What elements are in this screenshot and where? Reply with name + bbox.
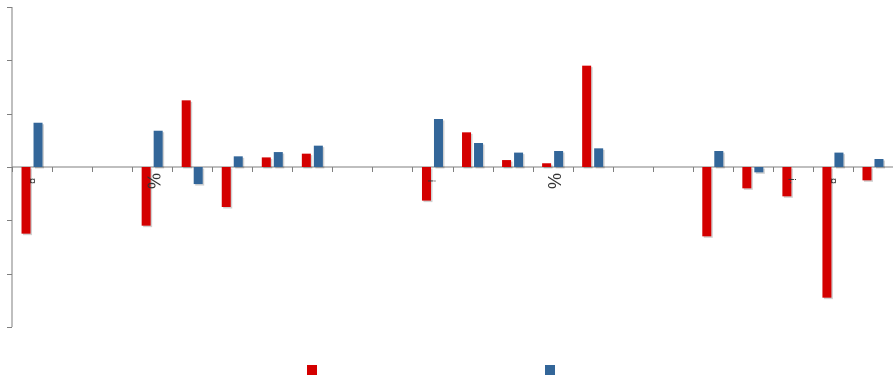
category-label-20: ¡. xyxy=(787,178,799,185)
legend-swatch-series-b xyxy=(545,365,555,375)
category-label-4: % xyxy=(143,173,163,189)
bar-series-a-7 xyxy=(261,157,271,167)
bar-series-a-4 xyxy=(141,167,151,226)
bar-series-a-18 xyxy=(702,167,712,237)
bar-series-b-11 xyxy=(433,119,443,167)
category-label-21: ¤ xyxy=(827,178,839,184)
chart-bars xyxy=(21,65,885,300)
bar-series-b-8 xyxy=(313,145,323,167)
bar-series-b-21 xyxy=(834,152,844,167)
category-label-1: ¤ xyxy=(26,178,38,184)
bar-series-b-13 xyxy=(514,152,524,167)
bar-series-a-22 xyxy=(862,167,872,181)
bar-series-b-4 xyxy=(153,130,163,167)
bar-series-a-21 xyxy=(822,167,832,298)
bar-series-b-14 xyxy=(554,151,564,167)
bar-series-a-13 xyxy=(502,160,512,167)
bar-series-b-1 xyxy=(33,122,43,167)
category-labels: ¤% ¡% ¡. ¤ xyxy=(26,173,839,189)
bar-series-b-15 xyxy=(594,148,604,167)
bar-series-a-11 xyxy=(421,167,431,201)
category-label-14: % xyxy=(544,173,564,189)
bar-series-b-5 xyxy=(193,167,203,185)
bar-series-b-6 xyxy=(233,156,243,167)
bar-series-a-20 xyxy=(782,167,792,197)
chart-legend xyxy=(307,365,555,375)
bar-series-a-5 xyxy=(181,100,191,167)
bar-series-b-18 xyxy=(714,151,724,167)
bar-series-a-15 xyxy=(582,65,592,167)
bar-series-a-12 xyxy=(462,132,472,167)
bar-series-b-19 xyxy=(754,167,764,173)
bar-series-a-6 xyxy=(221,167,231,207)
bar-series-a-1 xyxy=(21,167,31,234)
legend-swatch-series-a xyxy=(307,365,317,375)
bar-series-a-14 xyxy=(542,163,552,167)
bar-series-a-19 xyxy=(742,167,752,189)
bar-series-b-7 xyxy=(273,152,283,167)
bar-series-b-12 xyxy=(474,143,484,167)
bar-series-b-22 xyxy=(874,159,884,167)
bar-series-a-8 xyxy=(301,153,311,167)
category-label-11: ¡ xyxy=(427,179,439,183)
